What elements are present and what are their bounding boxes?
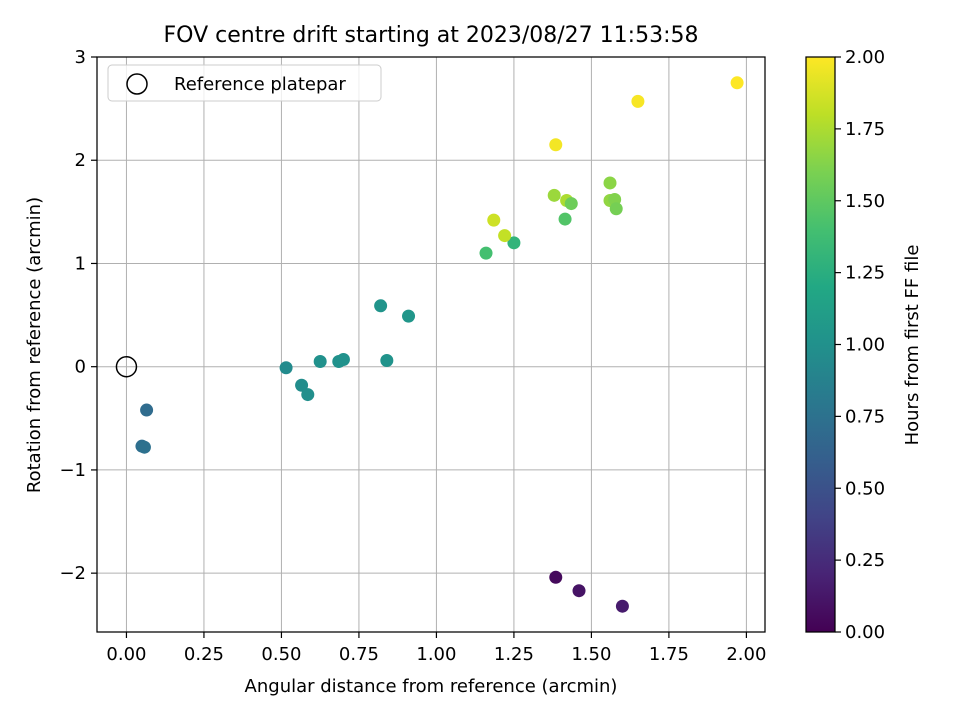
- colorbar-tick-label: 0.25: [845, 550, 885, 571]
- x-tick-label: 0.50: [261, 644, 301, 665]
- scatter-point: [549, 138, 563, 152]
- x-axis-label: Angular distance from reference (arcmin): [245, 676, 618, 697]
- scatter-point: [558, 212, 572, 226]
- scatter-point: [730, 76, 744, 90]
- colorbar-tick-label: 1.25: [845, 263, 885, 284]
- plot-frame: [96, 56, 766, 633]
- colorbar-tick-label: 1.50: [845, 191, 885, 212]
- x-tick-label: 0.25: [184, 644, 224, 665]
- x-tick-label: 1.25: [494, 644, 534, 665]
- x-axis-ticks: 0.00 0.25 0.50 0.75 1.00 1.25 1.50 1.75 2.00: [106, 632, 766, 665]
- scatter-point: [547, 188, 561, 202]
- legend-box: [107, 64, 382, 102]
- x-tick-label: 1.75: [649, 644, 689, 665]
- colorbar-gradient: [806, 57, 835, 632]
- colorbar-tick-label: 0.00: [845, 622, 885, 643]
- y-axis-label: Rotation from reference (arcmin): [24, 197, 45, 493]
- scatter-point: [336, 352, 350, 366]
- scatter-points: [115, 76, 744, 613]
- colorbar-ticks: 0.00 0.25 0.50 0.75 1.00 1.25 1.50 1.75 2.00: [835, 47, 885, 643]
- grid: [97, 56, 765, 632]
- colorbar-tick-label: 0.50: [845, 478, 885, 499]
- scatter-point: [572, 584, 586, 598]
- x-tick-label: 1.00: [416, 644, 456, 665]
- scatter-point: [615, 599, 629, 613]
- scatter-point: [603, 176, 617, 190]
- scatter-point: [507, 236, 521, 250]
- scatter-point: [313, 355, 327, 369]
- y-tick-label: 1: [75, 253, 86, 274]
- scatter-point: [137, 440, 151, 454]
- colorbar-tick-label: 0.75: [845, 406, 885, 427]
- x-tick-label: 2.00: [726, 644, 766, 665]
- plot-area: Reference platepar 0.00 0.25 0.50 0.75 1.00 1…: [59, 47, 766, 665]
- legend: Reference platepar: [107, 64, 382, 102]
- y-tick-label: 3: [75, 47, 86, 68]
- y-tick-label: 2: [75, 150, 86, 171]
- colorbar: 0.00 0.25 0.50 0.75 1.00 1.25 1.50 1.75 2.00 Hou…: [805, 47, 923, 643]
- y-tick-label: −2: [59, 563, 86, 584]
- scatter-point: [498, 229, 512, 243]
- colorbar-tick-label: 1.75: [845, 119, 885, 140]
- colorbar-tick-label: 2.00: [845, 47, 885, 68]
- y-tick-label: −1: [59, 460, 86, 481]
- x-tick-label: 0.00: [106, 644, 146, 665]
- x-tick-label: 1.50: [571, 644, 611, 665]
- scatter-point: [295, 378, 309, 392]
- scatter-point: [279, 361, 293, 375]
- plot-background: [97, 57, 765, 632]
- scatter-point: [564, 197, 578, 211]
- y-axis-ticks: −2 −1 0 1 2 3: [59, 47, 97, 584]
- legend-label-reference: Reference platepar: [174, 74, 346, 95]
- scatter-point: [549, 570, 563, 584]
- scatter-point: [631, 94, 645, 108]
- scatter-point: [140, 403, 154, 417]
- colorbar-label: Hours from first FF file: [902, 245, 923, 446]
- scatter-point: [402, 309, 416, 323]
- reference-platepar-marker: [115, 355, 138, 378]
- x-tick-label: 0.75: [339, 644, 379, 665]
- colorbar-tick-label: 1.00: [845, 335, 885, 356]
- legend-marker-reference: [126, 73, 148, 95]
- scatter-point: [487, 213, 501, 227]
- scatter-point: [301, 388, 315, 402]
- chart-title: FOV centre drift starting at 2023/08/27 …: [164, 23, 699, 48]
- y-tick-label: 0: [75, 357, 86, 378]
- scatter-point: [609, 202, 623, 216]
- scatter-point: [374, 299, 388, 313]
- scatter-point: [479, 246, 493, 260]
- scatter-point: [380, 354, 394, 368]
